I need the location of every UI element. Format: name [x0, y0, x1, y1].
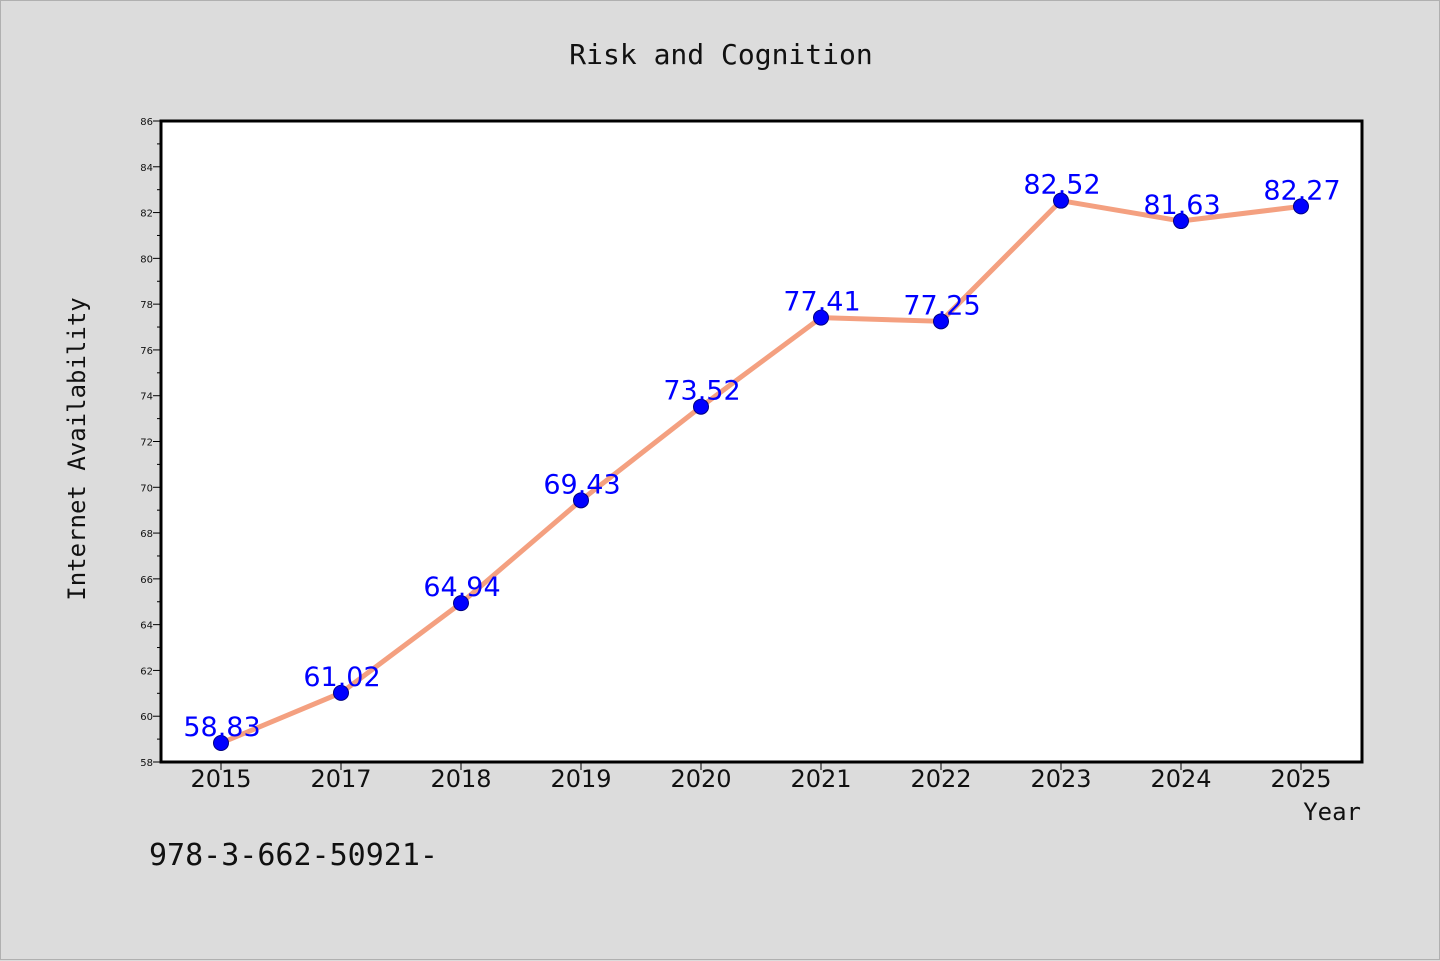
- y-tick-label: 80: [140, 254, 153, 265]
- data-label: 58.83: [183, 712, 260, 743]
- x-tick-label: 2023: [1030, 765, 1091, 793]
- data-point: [1293, 198, 1309, 215]
- plot-border: [159, 119, 1364, 764]
- y-tick-label: 70: [140, 483, 153, 494]
- x-tick-label: 2024: [1150, 765, 1211, 793]
- y-tick-label: 74: [140, 392, 153, 403]
- x-tick-label: 2021: [790, 765, 851, 793]
- data-label: 82.27: [1263, 175, 1340, 206]
- footer-code: 978-3-662-50921-: [149, 838, 438, 873]
- data-label: 64.94: [423, 572, 500, 603]
- y-tick-label: 66: [140, 575, 153, 586]
- data-label: 82.52: [1023, 170, 1100, 201]
- x-tick-label: 2019: [550, 765, 611, 793]
- x-tick-label: 2018: [430, 765, 491, 793]
- data-point: [573, 492, 589, 509]
- x-tick-label: 2025: [1270, 765, 1331, 793]
- x-tick-label: 2015: [190, 765, 251, 793]
- data-point: [453, 595, 469, 612]
- data-label: 77.25: [903, 290, 980, 321]
- y-tick-label: 58: [140, 758, 153, 769]
- x-tick-label: 2022: [910, 765, 971, 793]
- data-label: 77.41: [783, 287, 860, 318]
- data-point: [1173, 213, 1189, 230]
- data-point: [933, 313, 949, 330]
- plot-area: [161, 121, 1362, 762]
- data-point: [213, 734, 229, 751]
- series-group: 58.83 61.02 64.94 69.43 73.52 77.41 77.25 82.52…: [183, 170, 1341, 751]
- data-point: [333, 684, 349, 701]
- y-tick-label: 60: [140, 712, 153, 723]
- data-label: 73.52: [663, 376, 740, 407]
- data-label: 81.63: [1143, 190, 1220, 221]
- y-tick-label: 68: [140, 529, 153, 540]
- x-axis-label: Year: [1303, 798, 1361, 826]
- data-point: [1053, 192, 1069, 209]
- y-tick-label: 76: [140, 346, 153, 357]
- y-axis-label: Internet Availability: [63, 297, 91, 600]
- y-tick-label: 64: [140, 621, 153, 632]
- y-tick-label: 82: [140, 209, 153, 220]
- y-axis: 58 60 62 64 66 68 70 72 74 76 78 80 82 84 86: [140, 117, 161, 769]
- series-line: [218, 198, 1304, 746]
- data-label: 61.02: [303, 662, 380, 693]
- y-tick-label: 84: [140, 163, 153, 174]
- y-tick-label: 86: [140, 117, 153, 128]
- x-tick-label: 2020: [670, 765, 731, 793]
- y-tick-label: 78: [140, 300, 153, 311]
- x-tick-label: 2017: [310, 765, 371, 793]
- x-axis: 2015 2017 2018 2019 2020 2021 2022 2023 2024 2025: [190, 762, 1332, 793]
- data-label: 69.43: [543, 469, 620, 500]
- data-point: [693, 398, 709, 415]
- chart-title: Risk and Cognition: [569, 38, 872, 71]
- data-point: [813, 309, 829, 326]
- y-tick-label: 62: [140, 666, 153, 677]
- y-tick-label: 72: [140, 438, 153, 449]
